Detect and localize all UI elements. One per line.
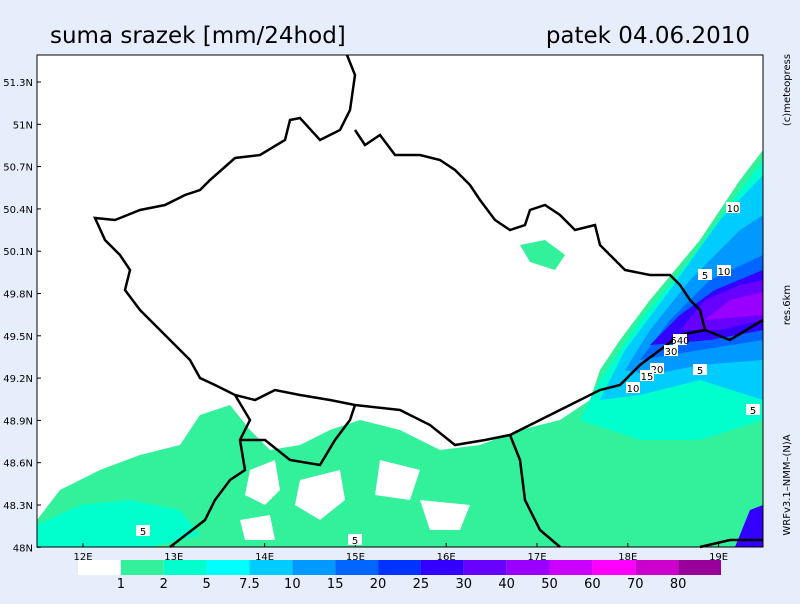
legend-label: 15 — [327, 577, 344, 592]
border — [169, 318, 764, 549]
lat-label: 50.4N — [3, 205, 33, 216]
legend-swatch — [678, 560, 721, 575]
lon-label: 12E — [73, 552, 92, 563]
lon-label: 16E — [437, 552, 456, 563]
contour-label-bg — [626, 382, 640, 393]
legend-swatch — [463, 560, 507, 575]
lat-label: 48.6N — [3, 459, 33, 470]
legend-swatch — [206, 560, 250, 575]
legend-swatch — [506, 560, 550, 575]
precip-2 — [37, 150, 763, 547]
lon-label: 19E — [709, 552, 728, 563]
legend-label: 10 — [284, 577, 301, 592]
lon-label: 15E — [346, 552, 365, 563]
contour-label-bg — [717, 265, 731, 276]
contour-label: 10 — [718, 267, 731, 278]
contour-label: 5 — [140, 527, 146, 538]
legend-label: 20 — [370, 577, 387, 592]
legend-label: 25 — [413, 577, 430, 592]
side-label: WRFv3.1–NMM–(N)A — [782, 434, 793, 535]
legend-swatch — [592, 560, 636, 575]
title: suma srazek [mm/24hod] — [50, 23, 346, 49]
legend-swatch — [163, 560, 207, 575]
contour-label: 540 — [670, 336, 689, 347]
lat-label: 49.8N — [3, 290, 33, 301]
date: patek 04.06.2010 — [546, 23, 750, 49]
legend-label: 2 — [160, 577, 168, 592]
precip-5 — [37, 500, 200, 547]
legend-label: 30 — [456, 577, 473, 592]
legend-swatch — [549, 560, 593, 575]
contour-label: 15 — [641, 372, 654, 383]
map-area — [36, 54, 764, 549]
legend-label: 60 — [584, 577, 601, 592]
legend-swatch — [249, 560, 293, 575]
contour-label-bg — [650, 363, 664, 374]
lat-label: 49.2N — [3, 374, 33, 385]
legend-swatch — [292, 560, 336, 575]
contour-label-bg — [693, 364, 707, 375]
legend-swatch — [635, 560, 679, 575]
legend-label: 7.5 — [239, 577, 260, 592]
lat-label: 50.7N — [3, 163, 33, 174]
contour-label: 20 — [651, 365, 664, 376]
legend-label: 1 — [117, 577, 125, 592]
contour-label-bg — [348, 534, 362, 545]
legend-label: 40 — [498, 577, 515, 592]
precip-50 — [705, 292, 763, 320]
dry-patch — [240, 460, 470, 540]
legend-swatch — [78, 560, 121, 575]
contour-label-bg — [746, 404, 760, 415]
legend-label: 70 — [627, 577, 644, 592]
lat-label: 50.1N — [3, 247, 33, 258]
contour-label: 30 — [665, 347, 678, 358]
border — [92, 54, 707, 447]
lat-label: 49.5N — [3, 332, 33, 343]
lon-label: 18E — [618, 552, 637, 563]
contour-label-bg — [726, 202, 740, 213]
lat-label: 51.3N — [3, 78, 33, 89]
labels: (c)meteopress res.6km WRFv3.1–NMM–(N)A 51.3… — [3, 54, 793, 592]
legend-swatch — [420, 560, 464, 575]
lon-label: 14E — [255, 552, 274, 563]
legend-label: 80 — [670, 577, 687, 592]
contour-label-bg — [640, 370, 654, 381]
contour-label-bg — [673, 334, 687, 345]
legend-swatch — [335, 560, 379, 575]
contour-label-bg — [136, 525, 150, 536]
lat-label: 48.3N — [3, 501, 33, 512]
contour-label: 10 — [727, 204, 740, 215]
contour-label-bg — [664, 345, 678, 356]
contour-label: 5 — [697, 366, 703, 377]
side-label: (c)meteopress — [782, 54, 793, 126]
side-label: res.6km — [782, 285, 793, 325]
legend-label: 50 — [541, 577, 558, 592]
map-frame-outline — [36, 54, 764, 548]
precip-2 — [520, 240, 565, 270]
contour-label: 5 — [750, 406, 756, 417]
contour-label: 5 — [702, 271, 708, 282]
contour-label: 10 — [627, 384, 640, 395]
lon-label: 17E — [527, 552, 546, 563]
lon-label: 13E — [164, 552, 183, 563]
precip-30 — [735, 505, 763, 547]
lat-label: 51N — [13, 120, 33, 131]
legend-swatch — [378, 560, 421, 575]
lat-label: 48.9N — [3, 416, 33, 427]
legend-label: 5 — [202, 577, 210, 592]
legend-swatch — [120, 560, 164, 575]
contour-label-bg — [698, 269, 712, 280]
lat-label: 48N — [13, 543, 33, 554]
contour-label: 5 — [352, 536, 358, 547]
